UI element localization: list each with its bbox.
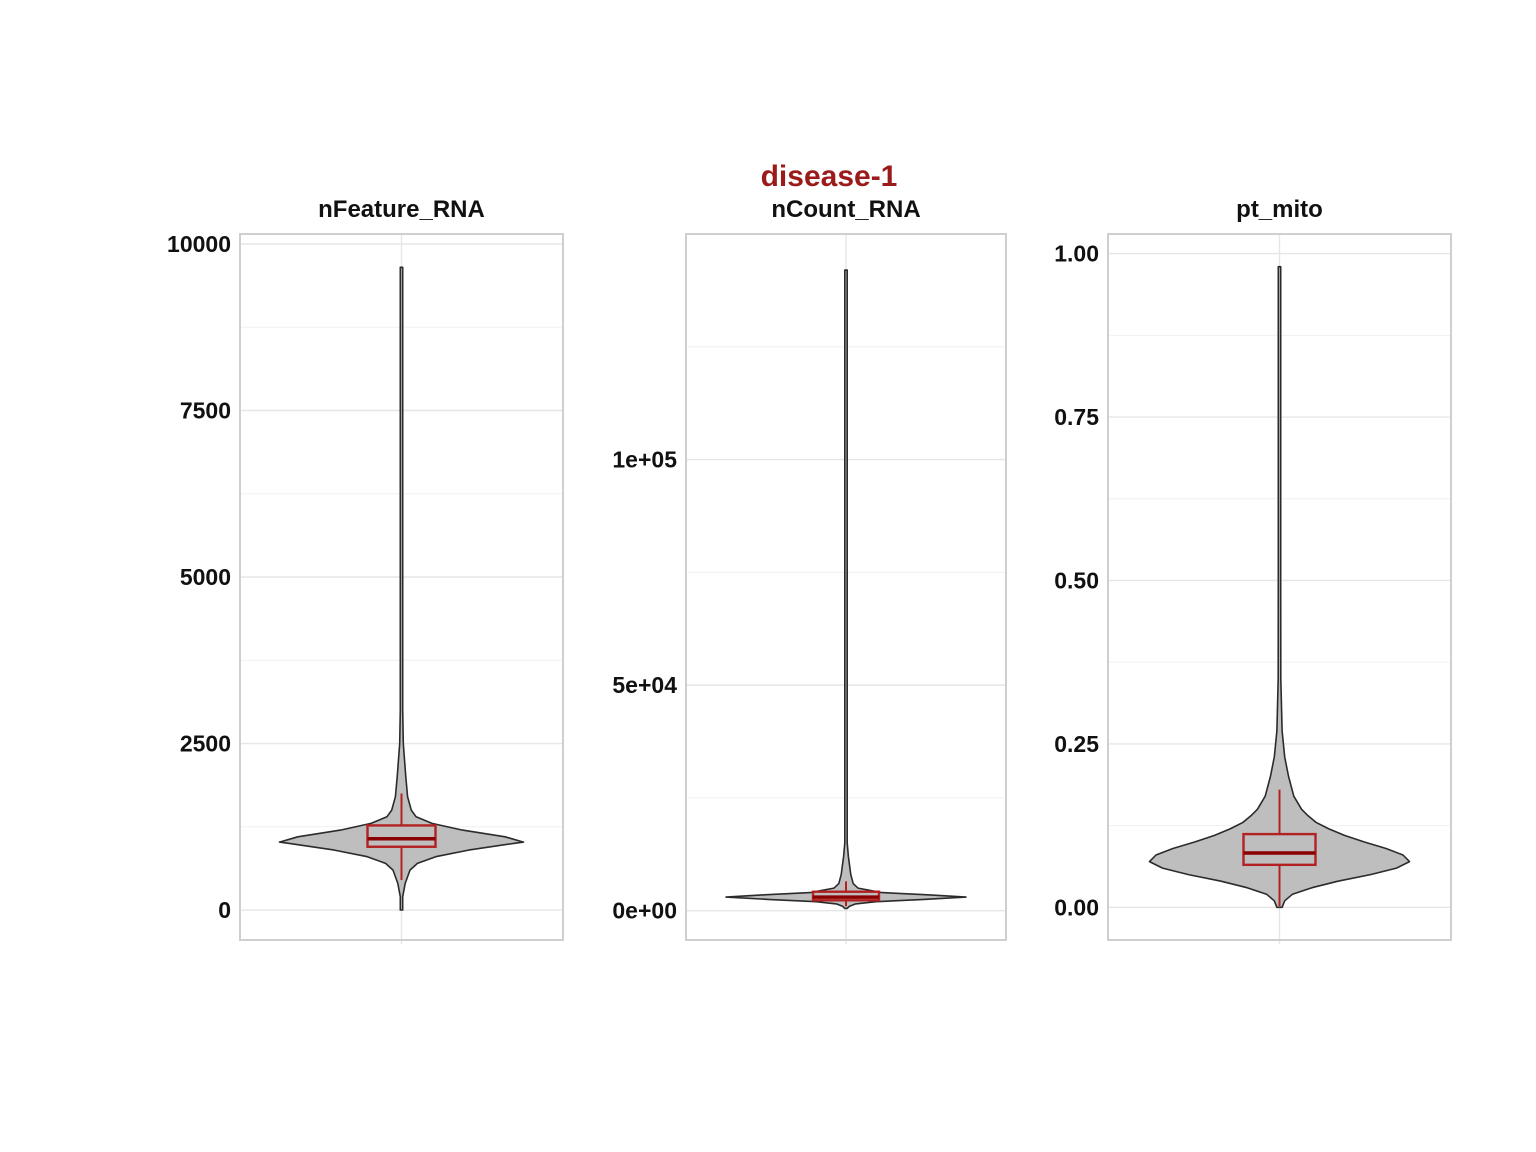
panel-frame xyxy=(239,233,564,941)
panel-frame xyxy=(685,233,1007,941)
panel-title: pt_mito xyxy=(1236,196,1323,223)
iqr-box xyxy=(1242,832,1317,867)
y-tick-label: 5000 xyxy=(180,564,231,590)
panel-ncount-rna: 0e+00 5e+04 1e+05 nCount_RNA xyxy=(612,196,1007,944)
y-tick-label: 2500 xyxy=(180,731,231,757)
violin-shape xyxy=(1148,265,1411,909)
panel-title: nFeature_RNA xyxy=(318,196,485,223)
y-tick-label: 10000 xyxy=(167,231,231,257)
y-tick-label: 0.00 xyxy=(1054,894,1099,920)
panel-title: nCount_RNA xyxy=(771,196,920,223)
panel-nfeature-rna: 0 2500 5000 7500 10000 nFeature_RNA xyxy=(167,196,564,944)
panel-pt-mito: 0.00 0.25 0.50 0.75 1.00 pt_mito xyxy=(1054,196,1452,944)
violin-shape xyxy=(278,266,525,911)
iqr-box xyxy=(366,824,437,848)
panels: 0 2500 5000 7500 10000 nFeature_RNA 0e+00 5e+04… xyxy=(167,196,1452,944)
y-tick-label: 1e+05 xyxy=(612,447,677,473)
panel-frame xyxy=(1107,233,1452,941)
y-tick-label: 5e+04 xyxy=(612,672,677,698)
y-tick-label: 1.00 xyxy=(1054,241,1099,267)
violin-shape xyxy=(725,269,967,910)
y-tick-label: 7500 xyxy=(180,398,231,424)
y-tick-label: 0.25 xyxy=(1054,731,1099,757)
figure-title: disease-1 xyxy=(761,160,898,193)
y-tick-label: 0e+00 xyxy=(612,898,677,924)
y-tick-label: 0.75 xyxy=(1054,404,1099,430)
y-tick-label: 0.50 xyxy=(1054,567,1099,593)
y-tick-label: 0 xyxy=(218,897,231,923)
